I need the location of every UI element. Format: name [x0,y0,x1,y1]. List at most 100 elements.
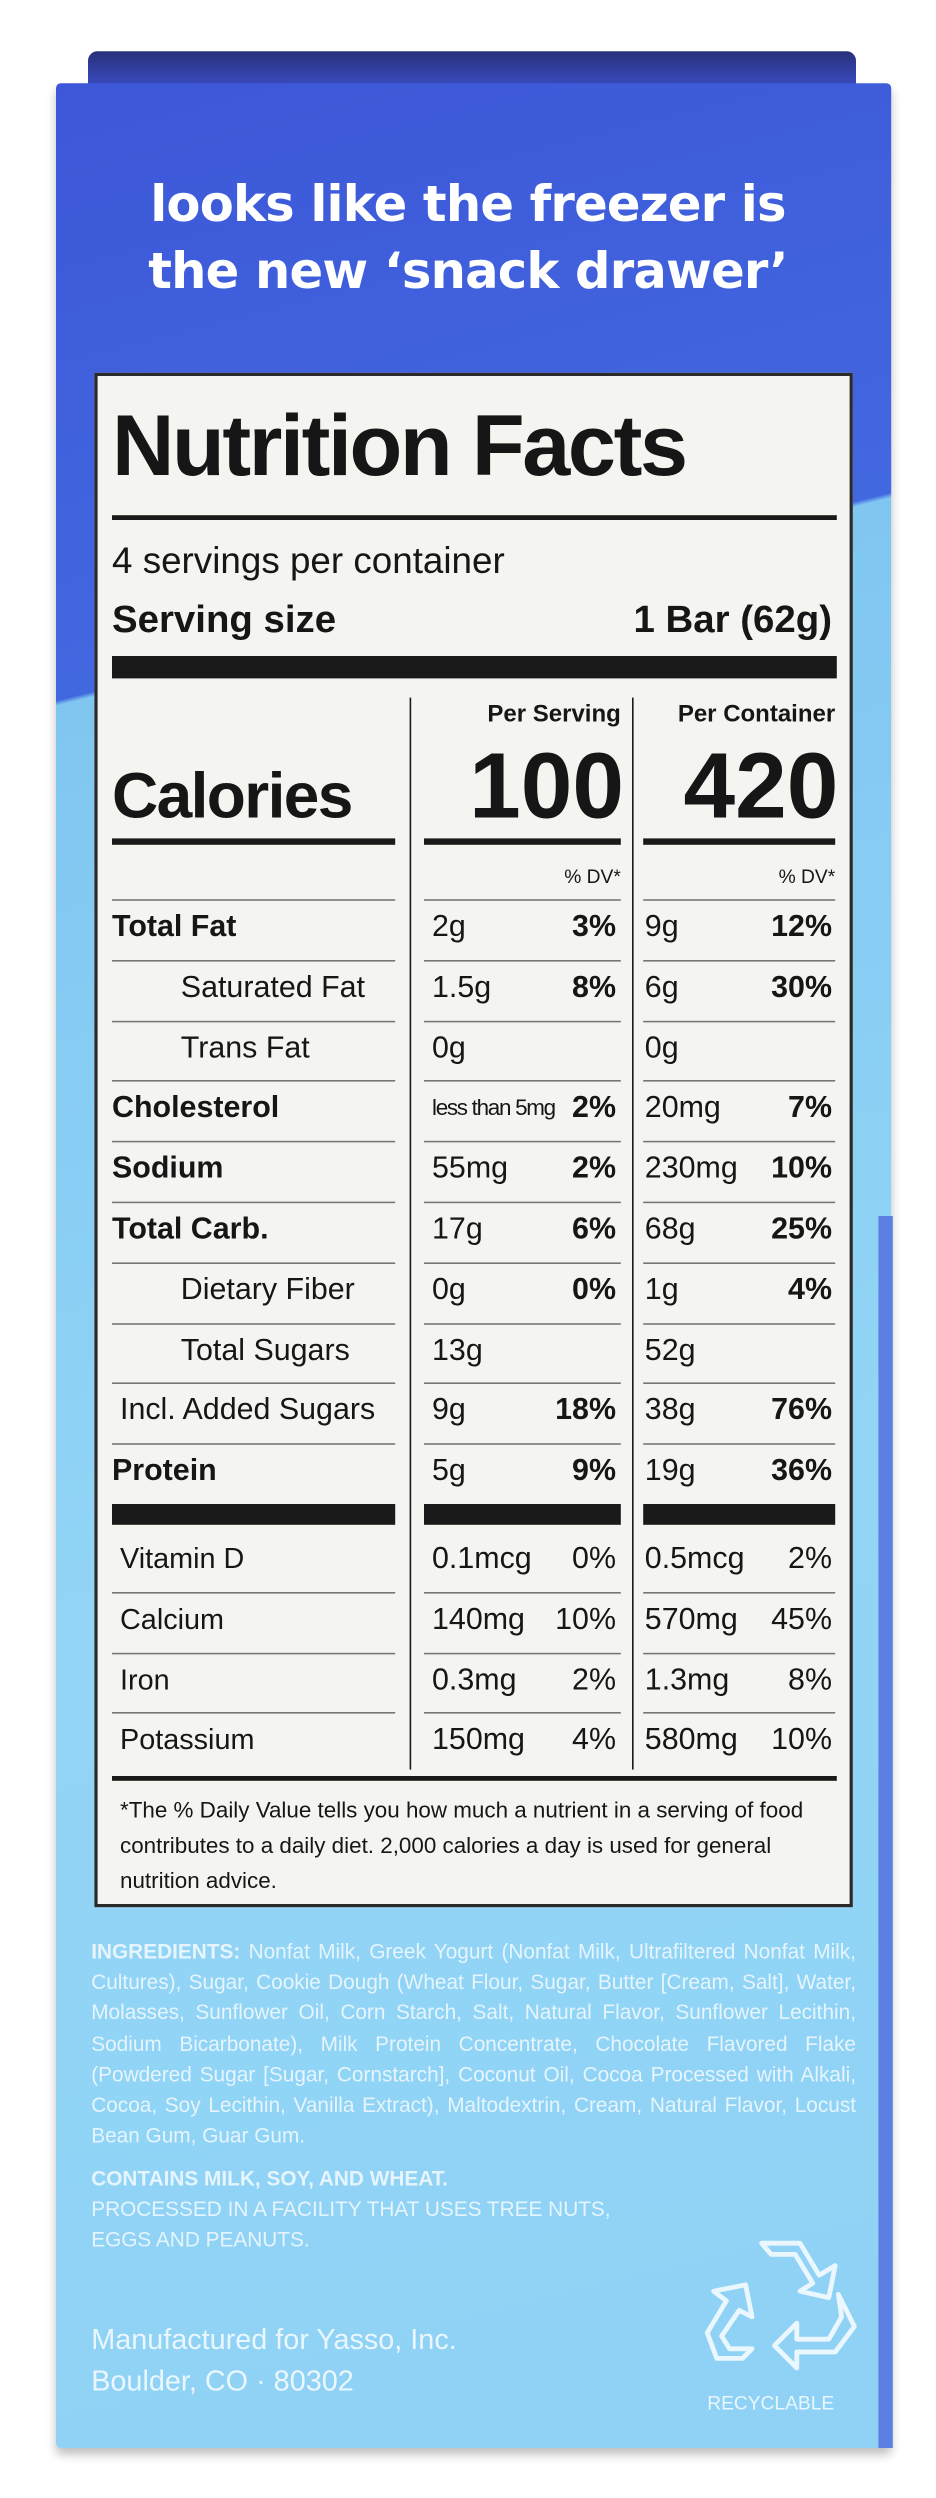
serving-amount: 5g [432,1454,466,1489]
row-divider [112,1141,396,1143]
container-dv: 10% [771,1152,832,1186]
serving-dv: 0% [572,1273,616,1307]
container-dv: 76% [771,1394,832,1428]
dv-header: % DV* [564,865,621,888]
per-serving-header: Per Serving [487,700,621,728]
nutrient-name: Total Fat [112,910,237,944]
tagline: the new ‘snack drawer’ [148,243,788,301]
row-divider [112,1262,396,1264]
container-amount: 38g [644,1394,696,1428]
ingredients-label: INGREDIENTS: [91,1939,241,1964]
nutrient-name: Sodium [112,1152,224,1186]
serving-dv: 3% [572,910,616,944]
container-amount: 68g [644,1212,696,1247]
nutrient-name: Incl. Added Sugars [120,1394,376,1428]
container-dv: 36% [771,1454,832,1489]
serving-size-value: 1 Bar (62g) [633,598,832,642]
row-divider [424,1201,621,1204]
container-amount: 52g [644,1333,696,1368]
row-divider [643,1712,836,1715]
serving-amount: 140mg [432,1602,525,1637]
serving-amount: 150mg [432,1723,525,1758]
container-amount: 1.3mg [644,1663,730,1697]
row-divider [112,959,396,962]
serving-amount: 0g [432,1273,466,1307]
nutrition-panel [94,372,853,1908]
serving-dv: 2% [572,1152,616,1186]
row-divider [424,1262,621,1264]
container-dv: 4% [788,1273,832,1307]
row-divider [112,1322,396,1325]
row-divider [424,1080,621,1083]
serving-dv: 2% [572,1663,616,1697]
row-divider [112,1591,396,1594]
container-dv: 25% [771,1212,832,1247]
container-amount: 20mg [644,1091,721,1126]
row-divider [424,1383,621,1385]
container-dv: 45% [771,1602,832,1637]
row-divider [112,1652,396,1654]
ingredients: INGREDIENTS: Nonfat Milk, Greek Yogurt (… [91,1936,856,2151]
serving-amount: 9g [432,1394,466,1428]
per-container-header: Per Container [677,700,836,728]
container-amount: 9g [644,910,679,944]
nutrient-name: Protein [112,1454,217,1489]
container-amount: 570mg [644,1602,738,1637]
tagline: looks like the freezer is [150,176,786,234]
row-divider [424,1652,621,1654]
row-divider [424,899,621,901]
column-divider [409,697,412,1770]
rule [112,1504,396,1525]
row-divider [424,1141,621,1143]
dv-header: % DV* [778,865,836,888]
serving-amount: less than 5mg [432,1095,556,1121]
recyclable-label: RECYCLABLE [707,2392,835,2415]
recycle-icon [704,2240,857,2371]
rule [112,838,396,845]
manufacturer: Manufactured for Yasso, Inc. [91,2323,457,2356]
rule [424,838,621,845]
nutrient-name: Cholesterol [112,1091,280,1126]
allergens: CONTAINS MILK, SOY, AND WHEAT. [91,2166,448,2191]
container-dv: 12% [771,910,832,944]
calories-container: 420 [683,734,839,839]
row-divider [112,1020,396,1022]
serving-dv: 18% [555,1394,616,1428]
serving-amount: 2g [432,910,466,944]
row-divider [424,1712,621,1715]
row-divider [112,899,396,901]
row-divider [643,1322,836,1325]
nutrient-name: Iron [120,1663,170,1696]
row-divider [643,1383,836,1385]
container-dv: 2% [788,1542,832,1576]
row-divider [112,1080,396,1083]
nutrient-name: Saturated Fat [180,970,365,1005]
row-divider [424,1322,621,1325]
row-divider [643,1020,836,1022]
container-dv: 8% [788,1663,832,1697]
container-amount: 0.5mcg [644,1542,745,1576]
calories-serving: 100 [469,734,624,839]
row-divider [112,1201,396,1204]
title: Nutrition Facts [112,398,688,495]
nutrient-name: Potassium [120,1723,255,1756]
nutrient-name: Total Carb. [112,1212,269,1247]
serving-dv: 6% [572,1212,616,1247]
rule [112,656,837,679]
calories-label: Calories [112,761,353,832]
nutrient-name: Calcium [120,1602,225,1635]
rule [112,515,837,520]
nutrient-name: Dietary Fiber [180,1273,355,1307]
rule [643,838,836,845]
ingredients-text: Nonfat Milk, Greek Yogurt (Nonfat Milk, … [91,1939,856,2148]
row-divider [643,899,836,901]
servings: 4 servings per container [112,539,505,581]
container-amount: 6g [644,970,679,1005]
serving-dv: 0% [572,1542,616,1576]
nutrient-name: Trans Fat [180,1031,310,1065]
serving-amount: 0.1mcg [432,1542,532,1576]
nutrient-name: Vitamin D [120,1542,245,1575]
rule [643,1504,836,1525]
serving-dv: 8% [572,970,616,1005]
